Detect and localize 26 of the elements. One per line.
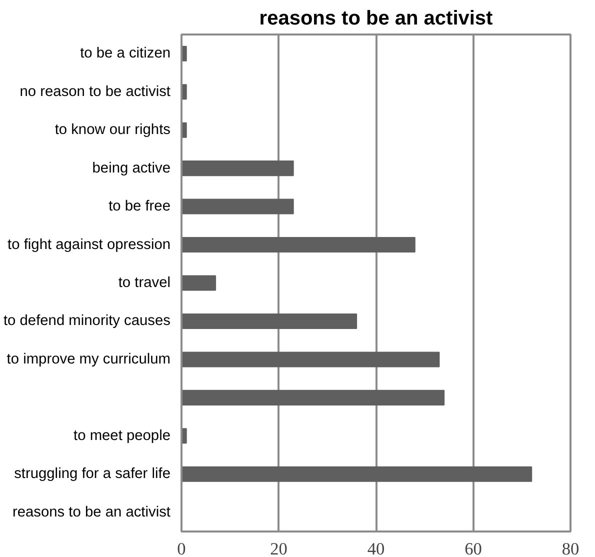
y-tick-label: to meet people <box>74 428 171 444</box>
bar <box>182 237 416 253</box>
y-tick-label: reasons to be an activist <box>12 504 171 520</box>
y-tick-label: being active <box>92 160 171 176</box>
bar <box>182 466 532 482</box>
bar <box>182 390 445 406</box>
x-tick-label: 20 <box>270 540 288 557</box>
bar <box>182 275 216 291</box>
y-tick-label: struggling for a safer life <box>14 466 171 482</box>
x-tick-label: 40 <box>367 540 385 557</box>
y-tick-label: no reason to be activist <box>20 84 171 100</box>
x-tick-label: 80 <box>562 540 580 557</box>
bar <box>182 313 358 329</box>
y-tick-label: to be a citizen <box>80 46 170 62</box>
y-tick-label: to fight against opression <box>8 236 171 253</box>
bar <box>182 352 440 368</box>
x-tick-label: 0 <box>177 540 186 557</box>
y-tick-label: to improve my curriculum <box>6 351 171 368</box>
y-tick-label: to know our rights <box>54 122 171 138</box>
y-tick-label: to defend minority causes <box>3 313 171 330</box>
chart-title: reasons to be an activist <box>259 8 494 30</box>
bar <box>182 160 294 176</box>
bar <box>182 198 294 214</box>
y-tick-label: to be free <box>108 198 171 215</box>
y-tick-label: to travel <box>118 275 171 291</box>
x-tick-label: 60 <box>464 540 482 557</box>
